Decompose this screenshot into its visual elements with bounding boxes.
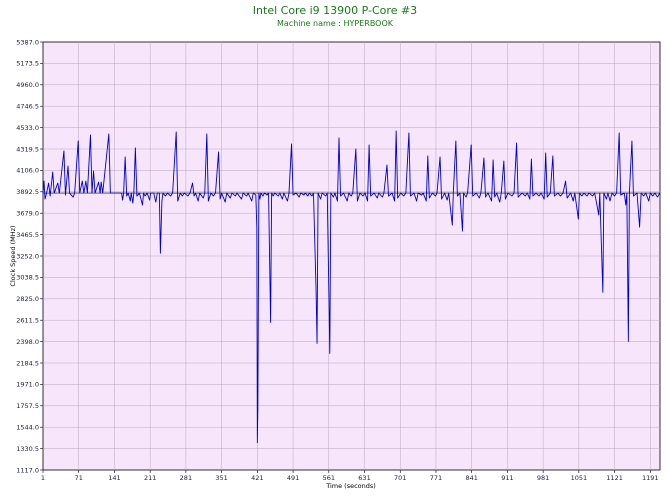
y-tick-label: 3038.5 — [16, 274, 39, 282]
y-tick-label: 5387.0 — [16, 38, 39, 46]
x-axis-label: Time (seconds) — [325, 482, 376, 490]
chart-title: Intel Core i9 13900 P-Core #3 — [253, 4, 417, 17]
x-tick-label: 1121 — [606, 474, 623, 482]
y-tick-label: 4746.5 — [16, 103, 39, 111]
y-tick-label: 2825.0 — [16, 295, 39, 303]
y-tick-label: 4533.0 — [16, 124, 39, 132]
y-tick-label: 2398.0 — [16, 338, 39, 346]
x-tick-label: 141 — [108, 474, 120, 482]
y-tick-label: 3465.5 — [16, 231, 39, 239]
x-tick-label: 421 — [251, 474, 263, 482]
x-tick-label: 561 — [323, 474, 335, 482]
x-tick-label: 841 — [465, 474, 477, 482]
y-tick-label: 2611.5 — [16, 317, 39, 325]
y-tick-label: 3679.0 — [16, 210, 39, 218]
y-tick-label: 1544.0 — [16, 424, 39, 432]
y-axis-label: Clock Speed (MHz) — [9, 225, 17, 286]
x-tick-label: 1 — [41, 474, 45, 482]
series-line — [42, 130, 661, 444]
y-tick-label: 2184.5 — [16, 359, 39, 367]
y-tick-label: 1117.0 — [16, 466, 39, 474]
grid-lines — [43, 42, 660, 470]
y-tick-label: 1971.0 — [16, 381, 39, 389]
y-tick-label: 5173.5 — [16, 60, 39, 68]
chart-subtitle: Machine name : HYPERBOOK — [277, 19, 394, 28]
y-tick-label: 3252.0 — [16, 252, 39, 260]
x-tick-label: 351 — [215, 474, 227, 482]
x-tick-label: 911 — [501, 474, 513, 482]
x-ticks: 1 71 141 211 281 351 421 491 561 631 701 771 841 911 9… — [41, 470, 659, 482]
series-layer — [42, 130, 661, 444]
x-tick-label: 71 — [75, 474, 83, 482]
x-tick-label: 701 — [394, 474, 406, 482]
x-tick-label: 491 — [287, 474, 299, 482]
x-tick-label: 1191 — [642, 474, 659, 482]
x-tick-label: 281 — [180, 474, 192, 482]
y-tick-label: 1330.5 — [16, 445, 39, 453]
x-tick-label: 211 — [144, 474, 156, 482]
x-tick-label: 981 — [537, 474, 549, 482]
x-tick-label: 1051 — [571, 474, 588, 482]
x-tick-label: 771 — [430, 474, 442, 482]
x-tick-label: 631 — [358, 474, 370, 482]
y-tick-label: 4319.5 — [16, 145, 39, 153]
y-tick-label: 1757.5 — [16, 402, 39, 410]
y-tick-label: 4106.0 — [16, 167, 39, 175]
y-tick-label: 4960.0 — [16, 81, 39, 89]
y-tick-label: 3892.5 — [16, 188, 39, 196]
y-ticks: 1117.0 1330.5 1544.0 1757.5 1971.0 2184.5 2398… — [16, 38, 43, 474]
